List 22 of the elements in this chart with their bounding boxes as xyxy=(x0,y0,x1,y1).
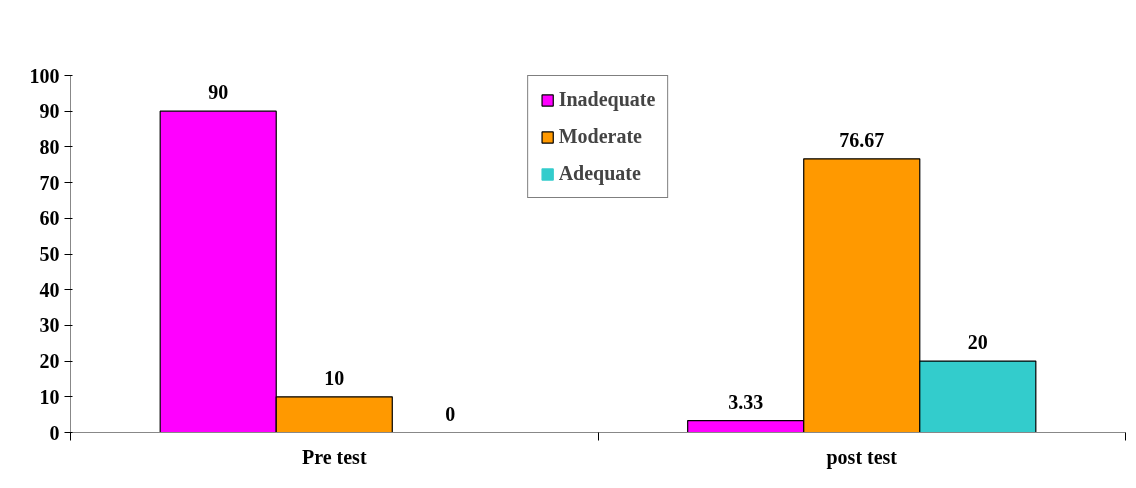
x-tick-label: Pre test xyxy=(301,445,367,468)
y-tick-label: 90 xyxy=(39,100,60,123)
data-label: 0 xyxy=(445,402,456,425)
data-label: 3.33 xyxy=(728,390,764,413)
y-tick-label: 70 xyxy=(39,171,60,194)
data-label: 90 xyxy=(208,81,229,104)
y-tick-label: 40 xyxy=(39,278,60,301)
legend-label: Inadequate xyxy=(558,88,656,111)
y-tick-label: 20 xyxy=(39,350,60,373)
y-tick-label: 0 xyxy=(49,421,60,444)
y-tick-label: 100 xyxy=(29,64,60,87)
data-label: 76.67 xyxy=(839,128,885,151)
y-tick-label: 30 xyxy=(39,314,60,337)
legend-label: Adequate xyxy=(558,162,641,185)
x-tick-label: post test xyxy=(826,445,898,469)
y-tick-label: 10 xyxy=(39,385,60,408)
legend-label: Moderate xyxy=(558,125,642,148)
data-label: 20 xyxy=(967,331,988,354)
y-tick-label: 60 xyxy=(39,207,60,230)
data-label: 10 xyxy=(324,366,345,389)
y-tick-label: 80 xyxy=(39,135,60,158)
y-tick-label: 50 xyxy=(39,243,60,265)
